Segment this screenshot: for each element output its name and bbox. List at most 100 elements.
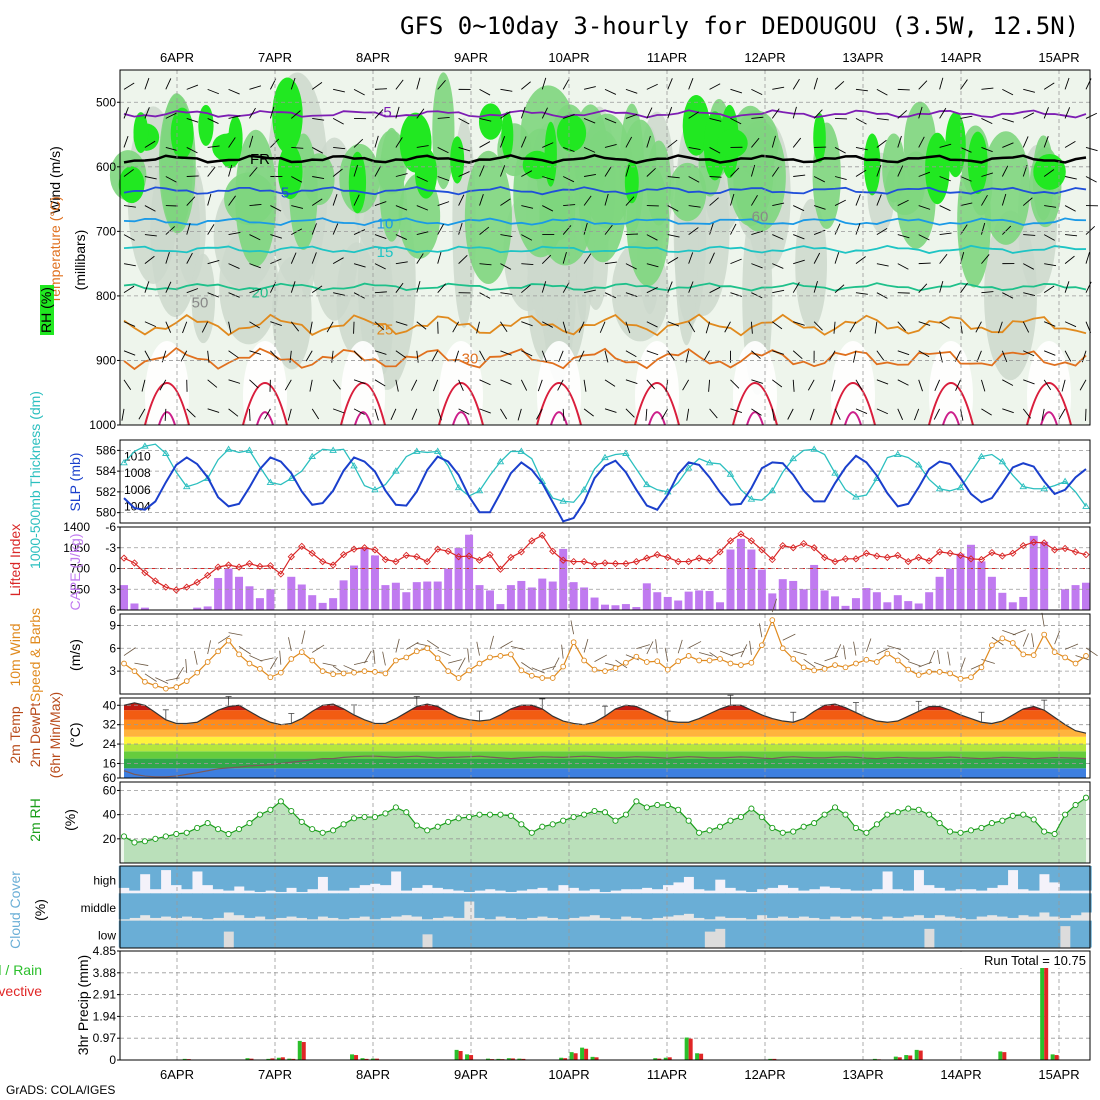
- wind10m-marker: [455, 675, 462, 681]
- temp-tick-label: 40: [103, 698, 117, 712]
- lifted-index-marker: [726, 537, 735, 545]
- rh2m-marker: [235, 826, 243, 833]
- top-day-label: 15APR: [1038, 50, 1079, 65]
- wind10m-marker: [560, 663, 567, 670]
- cloud-cell: [767, 893, 779, 918]
- precip-total-bar: [276, 1057, 281, 1060]
- wind-barb: [646, 379, 655, 390]
- rh2m-marker: [622, 811, 629, 818]
- wind-barb: [834, 199, 846, 206]
- wind10m-barb: [947, 651, 951, 666]
- isotherm-line: [123, 154, 1087, 165]
- cloud-cell: [1038, 893, 1050, 913]
- cape-bar: [329, 598, 338, 610]
- wind10m-barb: [542, 665, 556, 671]
- wind10m-marker: [246, 660, 253, 667]
- isotherm-label: 25: [377, 321, 394, 338]
- cloud-cell: [610, 866, 622, 891]
- rh2m-axis-label: 2m RH: [27, 798, 43, 842]
- rh2m-marker: [194, 824, 201, 831]
- cloud-cell: [652, 920, 664, 948]
- rh-saturated-region: [717, 128, 748, 158]
- wind10m-marker: [194, 669, 201, 676]
- precip-tick-label: 1.94: [93, 1009, 117, 1023]
- cloud-cell: [1028, 866, 1040, 891]
- lifted-index-marker: [538, 531, 546, 539]
- wind-barb: [458, 171, 470, 177]
- wind10m-marker: [821, 666, 828, 672]
- wind10m-barb: [749, 640, 752, 655]
- wind-barb: [500, 88, 513, 92]
- cloud-cell: [212, 920, 224, 948]
- wind-barb: [416, 253, 424, 264]
- wind-barb: [500, 350, 512, 356]
- lifted-index-marker: [507, 553, 515, 562]
- wind-barb: [688, 111, 699, 119]
- thickness-marker: [831, 469, 839, 476]
- wind-barb: [416, 77, 421, 90]
- wind10m-barb: [824, 655, 838, 662]
- lifted-index-marker: [925, 557, 933, 565]
- cloud-cell: [557, 893, 569, 920]
- wind-barb: [688, 252, 694, 264]
- temp-band: [124, 751, 1086, 759]
- cloud-cell: [578, 920, 590, 948]
- cloud-cell: [317, 920, 329, 948]
- rh2m-marker: [152, 835, 159, 842]
- wind-barb: [855, 118, 867, 125]
- wind-barb: [981, 254, 990, 264]
- wind-barb: [583, 289, 596, 294]
- lifted-index-marker: [904, 557, 912, 566]
- wind10m-barb: [853, 641, 857, 656]
- wind-barb: [709, 147, 721, 154]
- cloud-cell: [484, 920, 496, 948]
- cloud-cell: [599, 920, 611, 948]
- rh2m-marker: [612, 817, 619, 824]
- lifted-index-marker: [1071, 548, 1080, 556]
- cape-axis-label: CAPE (J/kg): [67, 533, 83, 610]
- wind-barb: [625, 263, 637, 270]
- precip-total-bar: [287, 1058, 292, 1060]
- cloud-cell: [693, 866, 705, 890]
- wind-barb: [1023, 112, 1035, 119]
- wind10m-marker: [424, 645, 431, 652]
- rh2m-marker: [403, 809, 410, 816]
- wind10m-marker: [152, 682, 159, 689]
- cloud-cell: [537, 893, 548, 917]
- wind10m-barb: [1031, 633, 1035, 648]
- rh2m-marker: [424, 827, 431, 834]
- wind-barb: [332, 223, 339, 235]
- cape-bar: [381, 585, 390, 610]
- wind-barb: [270, 258, 282, 265]
- wind-barb: [264, 408, 271, 420]
- wind-barb: [270, 321, 282, 326]
- wind10m-barb: [561, 644, 564, 659]
- wind-barb: [144, 176, 157, 180]
- lifted-index-marker: [1040, 539, 1048, 547]
- wind10m-marker: [1030, 652, 1037, 658]
- wind-barb: [228, 408, 239, 417]
- cloud-cell: [516, 920, 528, 948]
- wind-barb: [228, 321, 232, 334]
- wind10m-marker: [696, 657, 702, 664]
- wind10m-barb: [373, 649, 376, 664]
- cloud-cell: [327, 920, 339, 948]
- cloud-units-label: (%): [32, 899, 48, 921]
- rh-saturated-region: [624, 160, 639, 204]
- cloud-cell: [526, 920, 538, 948]
- wind-barb: [186, 175, 199, 177]
- thickness-marker: [475, 486, 484, 494]
- rh2m-marker: [476, 811, 483, 818]
- cloud-cell: [767, 866, 779, 888]
- cloud-cell: [829, 893, 841, 917]
- wind-barb: [855, 194, 861, 206]
- precip-total-bar: [590, 1056, 595, 1060]
- rh2m-marker: [371, 814, 379, 821]
- cape-bar: [559, 548, 568, 610]
- wind-barb: [249, 167, 258, 177]
- rh2m-units-label: (%): [62, 809, 78, 831]
- rh2m-marker: [183, 829, 190, 836]
- rh2m-marker: [560, 817, 567, 824]
- wind-barb: [500, 198, 511, 206]
- isotherm-line: [123, 186, 1087, 196]
